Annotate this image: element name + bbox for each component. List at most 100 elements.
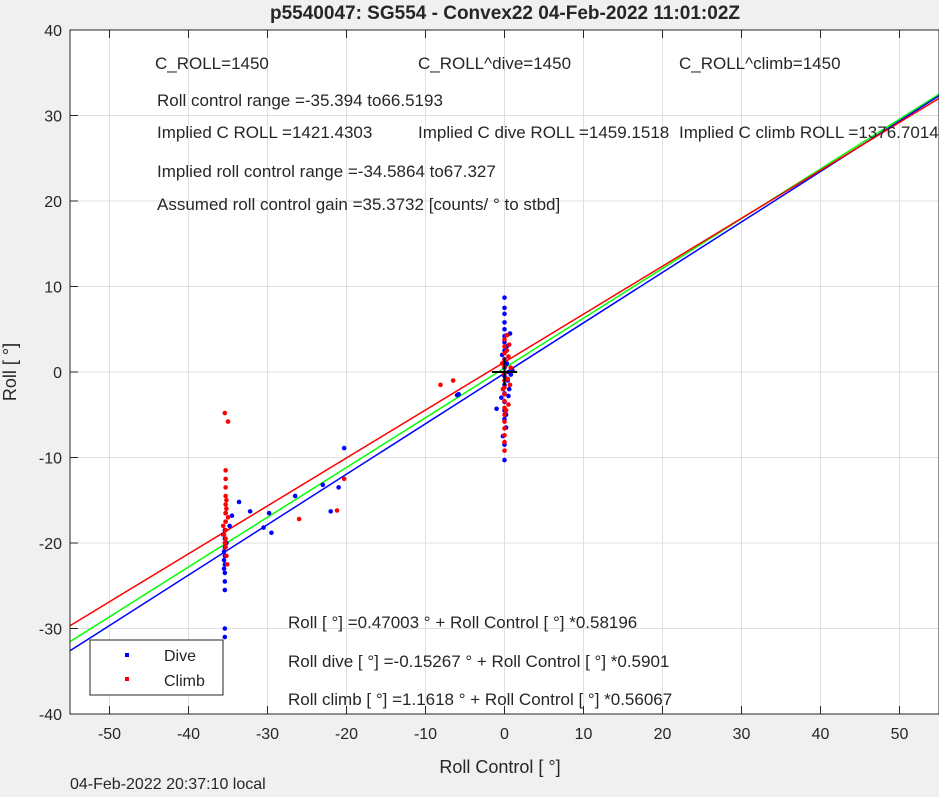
dive-point: [236, 499, 242, 505]
equation-all: Roll [ °] =0.47003 ° + Roll Control [ °]…: [288, 613, 637, 632]
climb-point: [502, 412, 507, 418]
dive-point: [456, 391, 461, 397]
legend-box: [89, 639, 224, 696]
legend: Dive Climb: [89, 639, 224, 696]
climb-point: [222, 540, 228, 546]
implied-roll-control-range: Implied roll control range =-34.5864 to6…: [157, 162, 496, 181]
legend-dive-label: Dive: [164, 648, 196, 665]
y-tick-label: -30: [39, 622, 62, 639]
climb-point: [222, 410, 228, 416]
climb-point: [504, 332, 510, 338]
climb-point: [502, 432, 507, 438]
climb-point: [502, 391, 507, 397]
climb-point: [502, 344, 507, 349]
y-tick-label: -20: [39, 536, 62, 553]
climb-point: [502, 448, 507, 453]
climb-point: [225, 419, 231, 424]
climb-point: [223, 527, 228, 533]
dive-point: [247, 509, 253, 514]
climb-point: [502, 439, 507, 445]
legend-climb-marker: [125, 677, 129, 681]
dive-point: [506, 393, 511, 399]
dive-point: [502, 320, 507, 325]
climb-point: [223, 485, 228, 490]
dive-point: [341, 445, 347, 451]
climb-point: [502, 426, 507, 431]
implied-c-roll-climb: Implied C climb ROLL =1376.7014: [679, 123, 939, 142]
dive-point: [222, 570, 228, 576]
dive-point: [502, 326, 507, 332]
c-roll-climb-label: C_ROLL^climb=1450: [679, 54, 841, 73]
climb-point: [225, 515, 231, 520]
climb-point: [502, 419, 507, 424]
equation-dive: Roll dive [ °] =-0.15267 ° + Roll Contro…: [288, 652, 669, 671]
dive-point: [508, 372, 514, 377]
dive-point: [269, 530, 274, 536]
climb-point: [341, 476, 347, 482]
roll-control-range: Roll control range =-35.394 to66.5193: [157, 91, 443, 110]
climb-point: [502, 398, 507, 404]
c-roll-label: C_ROLL=1450: [155, 54, 269, 73]
x-tick-label: -40: [177, 726, 200, 743]
climb-point: [296, 516, 302, 522]
c-roll-dive-label: C_ROLL^dive=1450: [418, 54, 571, 73]
y-tick-label: 0: [53, 365, 62, 382]
dive-point: [266, 510, 272, 516]
dive-point: [222, 626, 228, 631]
info-annotations: C_ROLL=1450 C_ROLL^dive=1450 C_ROLL^clim…: [155, 54, 939, 214]
dive-point: [221, 557, 227, 563]
climb-point: [506, 342, 512, 347]
y-tick-label: 40: [44, 23, 62, 40]
chart-title: p5540047: SG554 - Convex22 04-Feb-2022 1…: [270, 3, 740, 24]
climb-point: [506, 354, 511, 359]
dive-point: [336, 485, 341, 490]
x-tick-label: -20: [335, 726, 358, 743]
climb-point: [508, 365, 514, 371]
assumed-roll-control-gain: Assumed roll control gain =35.3732 [coun…: [157, 195, 560, 214]
dive-point: [222, 634, 228, 640]
climb-point: [502, 337, 507, 342]
dive-point: [320, 482, 326, 488]
dive-point: [502, 305, 507, 311]
climb-point: [450, 378, 456, 383]
climb-point: [507, 382, 513, 388]
y-tick-label: 30: [44, 109, 62, 126]
climb-point: [505, 376, 510, 382]
climb-point: [504, 348, 510, 353]
data-points: [220, 295, 515, 640]
y-tick-label: 20: [44, 194, 62, 211]
tick-labels: -50 -40 -30 -20 -10 0 10 20 30 40 50 -40 -30 -20 -10 0 1…: [39, 23, 909, 743]
x-tick-label: 40: [812, 726, 830, 743]
climb-point: [224, 562, 230, 567]
climb-point: [223, 510, 228, 516]
x-tick-label: 10: [575, 726, 593, 743]
dive-point: [502, 295, 507, 300]
climb-point: [223, 468, 228, 473]
climb-point: [220, 523, 226, 529]
legend-dive-marker: [125, 653, 129, 657]
dive-point: [292, 493, 298, 499]
origin-cross: [491, 358, 518, 386]
dive-point: [221, 549, 227, 554]
y-tick-label: -40: [39, 707, 62, 724]
dive-point: [328, 509, 334, 514]
footer-timestamp: 04-Feb-2022 20:37:10 local: [70, 776, 266, 792]
plot-frame: [69, 29, 939, 715]
climb-point: [224, 506, 229, 512]
dive-point: [222, 579, 228, 584]
climb-point: [224, 497, 229, 503]
y-tick-label: -10: [39, 451, 62, 468]
climb-point: [223, 544, 228, 550]
x-axis-label: Roll Control [ °]: [439, 757, 560, 777]
climb-point: [438, 382, 443, 388]
implied-c-roll: Implied C ROLL =1421.4303: [157, 123, 372, 142]
climb-point: [503, 408, 509, 413]
fit-equations: Roll [ °] =0.47003 ° + Roll Control [ °]…: [288, 613, 672, 709]
x-tick-label: -30: [256, 726, 279, 743]
climb-point: [334, 508, 340, 513]
dive-point: [227, 523, 232, 529]
x-tick-label: -50: [98, 726, 121, 743]
climb-point: [500, 386, 506, 392]
